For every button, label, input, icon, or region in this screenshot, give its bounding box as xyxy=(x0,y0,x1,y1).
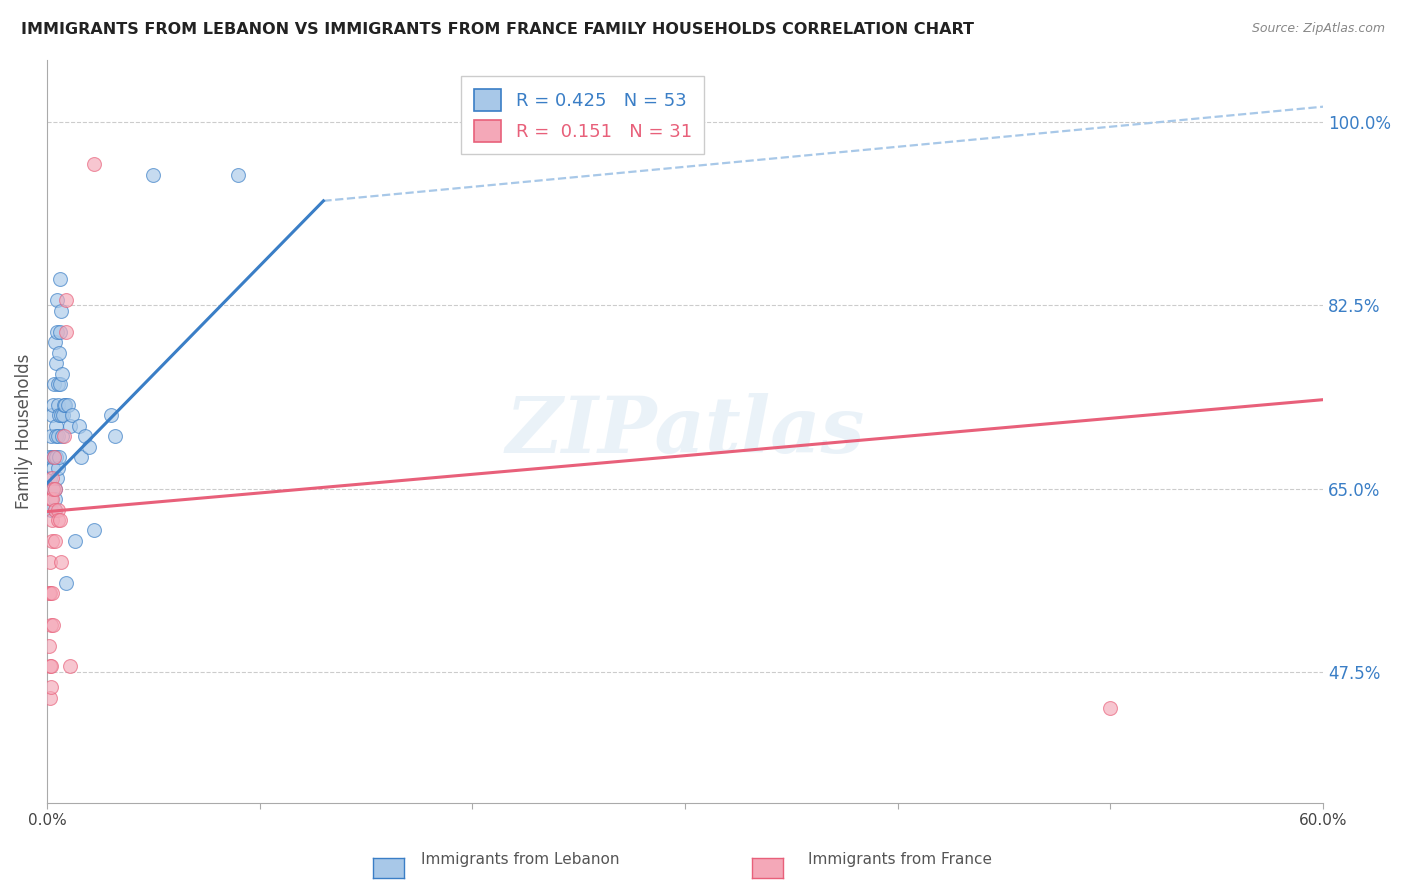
Point xyxy=(52,398,75,412)
Point xyxy=(46,325,69,339)
Point xyxy=(44,450,66,465)
Point xyxy=(51,367,73,381)
Point xyxy=(45,429,67,443)
Point xyxy=(45,450,67,465)
Point xyxy=(39,555,62,569)
Point xyxy=(38,450,60,465)
Point xyxy=(51,429,73,443)
Point xyxy=(44,482,66,496)
Point xyxy=(38,586,60,600)
Text: IMMIGRANTS FROM LEBANON VS IMMIGRANTS FROM FRANCE FAMILY HOUSEHOLDS CORRELATION : IMMIGRANTS FROM LEBANON VS IMMIGRANTS FR… xyxy=(21,22,974,37)
Point xyxy=(56,398,79,412)
Point xyxy=(38,659,60,673)
Point xyxy=(45,356,67,370)
Point xyxy=(39,429,62,443)
Point xyxy=(48,345,70,359)
Point xyxy=(49,409,72,423)
Point xyxy=(83,524,105,538)
Point xyxy=(39,617,62,632)
Point xyxy=(38,639,60,653)
Point xyxy=(42,398,65,412)
Point xyxy=(46,398,69,412)
Point xyxy=(41,482,63,496)
Point xyxy=(228,168,250,182)
Point xyxy=(44,502,66,516)
Text: Source: ZipAtlas.com: Source: ZipAtlas.com xyxy=(1251,22,1385,36)
Point xyxy=(42,482,65,496)
Point xyxy=(55,575,77,590)
Point xyxy=(41,471,63,485)
Point xyxy=(42,460,65,475)
Point xyxy=(52,409,75,423)
Point xyxy=(39,586,62,600)
Point xyxy=(49,325,72,339)
Point xyxy=(48,450,70,465)
Point xyxy=(62,409,84,423)
Point xyxy=(44,335,66,350)
Point xyxy=(46,513,69,527)
Point xyxy=(75,429,97,443)
Point xyxy=(41,409,63,423)
Point xyxy=(55,293,77,308)
Point xyxy=(1099,701,1122,715)
Point xyxy=(39,471,62,485)
Point xyxy=(52,429,75,443)
Point xyxy=(41,513,63,527)
Point xyxy=(39,502,62,516)
Point xyxy=(46,502,69,516)
Point xyxy=(46,376,69,391)
Point xyxy=(63,533,86,548)
Point xyxy=(44,450,66,465)
Point xyxy=(41,533,63,548)
Point xyxy=(53,398,76,412)
Point xyxy=(49,555,72,569)
Point xyxy=(41,450,63,465)
Point xyxy=(67,418,90,433)
Point xyxy=(83,157,105,171)
Point xyxy=(100,409,122,423)
Point xyxy=(48,409,70,423)
Point xyxy=(70,450,93,465)
Point xyxy=(79,440,101,454)
Point xyxy=(48,513,70,527)
Text: Immigrants from Lebanon: Immigrants from Lebanon xyxy=(420,852,620,867)
Point xyxy=(44,533,66,548)
Point xyxy=(39,659,62,673)
Point xyxy=(142,168,165,182)
Point xyxy=(59,418,82,433)
Point xyxy=(46,460,69,475)
Point xyxy=(41,492,63,507)
Point xyxy=(39,492,62,507)
Point xyxy=(42,376,65,391)
Point xyxy=(46,429,69,443)
Point xyxy=(59,659,82,673)
Point xyxy=(46,293,69,308)
Text: Immigrants from France: Immigrants from France xyxy=(808,852,991,867)
Point xyxy=(48,272,70,286)
Text: ZIPatlas: ZIPatlas xyxy=(505,392,865,469)
Point xyxy=(45,418,67,433)
Point xyxy=(41,586,63,600)
Legend: R = 0.425   N = 53, R =  0.151   N = 31: R = 0.425 N = 53, R = 0.151 N = 31 xyxy=(461,76,704,154)
Point xyxy=(49,303,72,318)
Point xyxy=(44,492,66,507)
Point xyxy=(44,502,66,516)
Point xyxy=(38,690,60,705)
Point xyxy=(45,471,67,485)
Point xyxy=(39,681,62,695)
Point xyxy=(49,376,72,391)
Y-axis label: Family Households: Family Households xyxy=(15,353,32,508)
Point xyxy=(44,482,66,496)
Point xyxy=(41,617,63,632)
Point xyxy=(55,325,77,339)
Point xyxy=(104,429,127,443)
